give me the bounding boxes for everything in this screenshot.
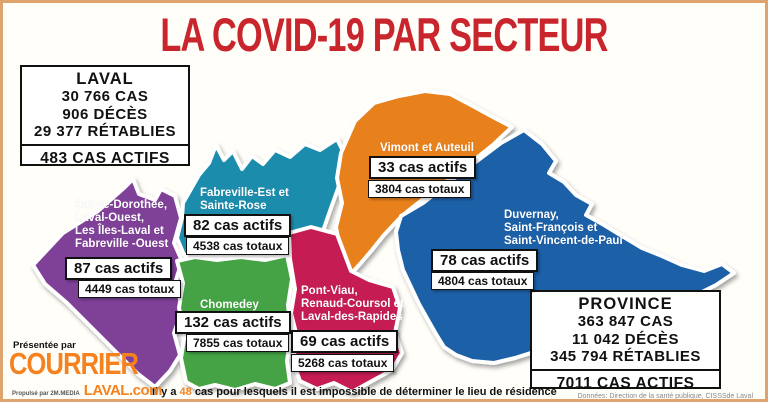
page-title: LA COVID-19 PAR SECTEUR xyxy=(160,9,608,62)
sector-name-pont-viau: Pont-Viau, Renaud-Coursol et Laval-des-R… xyxy=(301,285,404,324)
sector-name-line: Renaud-Coursol et xyxy=(301,298,404,310)
sector-name-line: Sainte-Dorothée, xyxy=(75,199,168,211)
footnote-prefix: Il y a xyxy=(152,386,177,398)
sector-name-line: Duvernay, xyxy=(504,209,559,221)
sector-name-line: Sainte-Rose xyxy=(200,200,267,212)
sector-name-vimont-auteuil: Vimont et Auteuil xyxy=(380,142,474,155)
laval-recovered: 29 377 RÉTABLIES xyxy=(34,123,176,140)
footnote: Il y a 48 cas pour lesquels il est impos… xyxy=(152,386,557,398)
sector-name-line: Chomedey xyxy=(200,299,259,311)
total-cases-sainte-dorothee: 4449 cas totaux xyxy=(78,280,182,298)
active-cases-duvernay: 78 cas actifs xyxy=(431,249,539,272)
laval-cases: 30 766 CAS xyxy=(61,88,149,105)
active-cases-chomedey: 132 cas actifs xyxy=(175,311,291,334)
sector-name-line: Fabreville-Est et xyxy=(200,187,289,199)
laval-stats-box: LAVAL 30 766 CAS 906 DÉCÈS 29 377 RÉTABL… xyxy=(20,65,190,167)
province-active-cases: 7011 CAS ACTIFS xyxy=(556,374,695,392)
sector-name-line: Fabreville -Ouest xyxy=(75,238,169,250)
province-box-divider xyxy=(532,368,719,371)
active-cases-fabreville-est: 82 cas actifs xyxy=(184,214,292,237)
footnote-count: 48 xyxy=(179,386,192,398)
sector-name-duvernay: Duvernay, Saint-François et Saint-Vincen… xyxy=(504,209,623,248)
total-cases-chomedey: 7855 cas totaux xyxy=(186,334,290,352)
sector-name-fabreville-est: Fabreville-Est et Sainte-Rose xyxy=(200,187,289,213)
province-box-title: PROVINCE xyxy=(578,295,673,313)
publisher-logo-courrier: COURRIER xyxy=(9,348,139,382)
presented-by-label: Présentée par xyxy=(13,340,76,351)
province-stats-box: PROVINCE 363 847 CAS 11 042 DÉCÈS 345 79… xyxy=(530,290,721,392)
publisher-logo-laval: LAVAL.com xyxy=(83,382,163,399)
sector-name-line: Les Îles-Laval et xyxy=(75,225,164,237)
sector-name-line: Laval-des-Rapides xyxy=(301,311,403,323)
data-source-note: Données: Direction de la santé publique,… xyxy=(577,393,754,400)
active-cases-pont-viau: 69 cas actifs xyxy=(291,330,399,353)
province-cases: 363 847 CAS xyxy=(577,313,674,330)
sector-name-line: Laval-Ouest, xyxy=(75,212,145,224)
laval-box-title: LAVAL xyxy=(76,70,134,88)
active-cases-vimont-auteuil: 33 cas actifs xyxy=(369,156,477,179)
province-recovered: 345 794 RÉTABLIES xyxy=(550,348,701,365)
total-cases-pont-viau: 5268 cas totaux xyxy=(291,354,395,372)
sector-name-sainte-dorothee: Sainte-Dorothée, Laval-Ouest, Les Îles-L… xyxy=(75,199,168,251)
publisher-logo-row: Propulsé par 2M.MEDIA LAVAL.com xyxy=(12,382,162,399)
total-cases-duvernay: 4804 cas totaux xyxy=(431,272,535,290)
sector-name-line: Vimont et Auteuil xyxy=(380,142,474,154)
footnote-suffix: cas pour lesquels il est impossible de d… xyxy=(194,386,557,398)
laval-box-divider xyxy=(22,143,188,146)
active-cases-sainte-dorothee: 87 cas actifs xyxy=(65,257,173,280)
laval-active-cases: 483 CAS ACTIFS xyxy=(40,149,170,167)
sector-name-line: Saint-François et xyxy=(504,222,598,234)
publisher-logo-subtext: Propulsé par 2M.MEDIA xyxy=(12,391,80,397)
sector-name-line: Saint-Vincent-de-Paul xyxy=(504,235,623,247)
province-deaths: 11 042 DÉCÈS xyxy=(572,330,679,348)
sector-name-line: Pont-Viau, xyxy=(301,285,358,297)
laval-deaths: 906 DÉCÈS xyxy=(62,105,148,123)
total-cases-vimont-auteuil: 3804 cas totaux xyxy=(368,180,472,198)
sector-name-chomedey: Chomedey xyxy=(200,299,259,312)
total-cases-fabreville-est: 4538 cas totaux xyxy=(186,237,290,255)
